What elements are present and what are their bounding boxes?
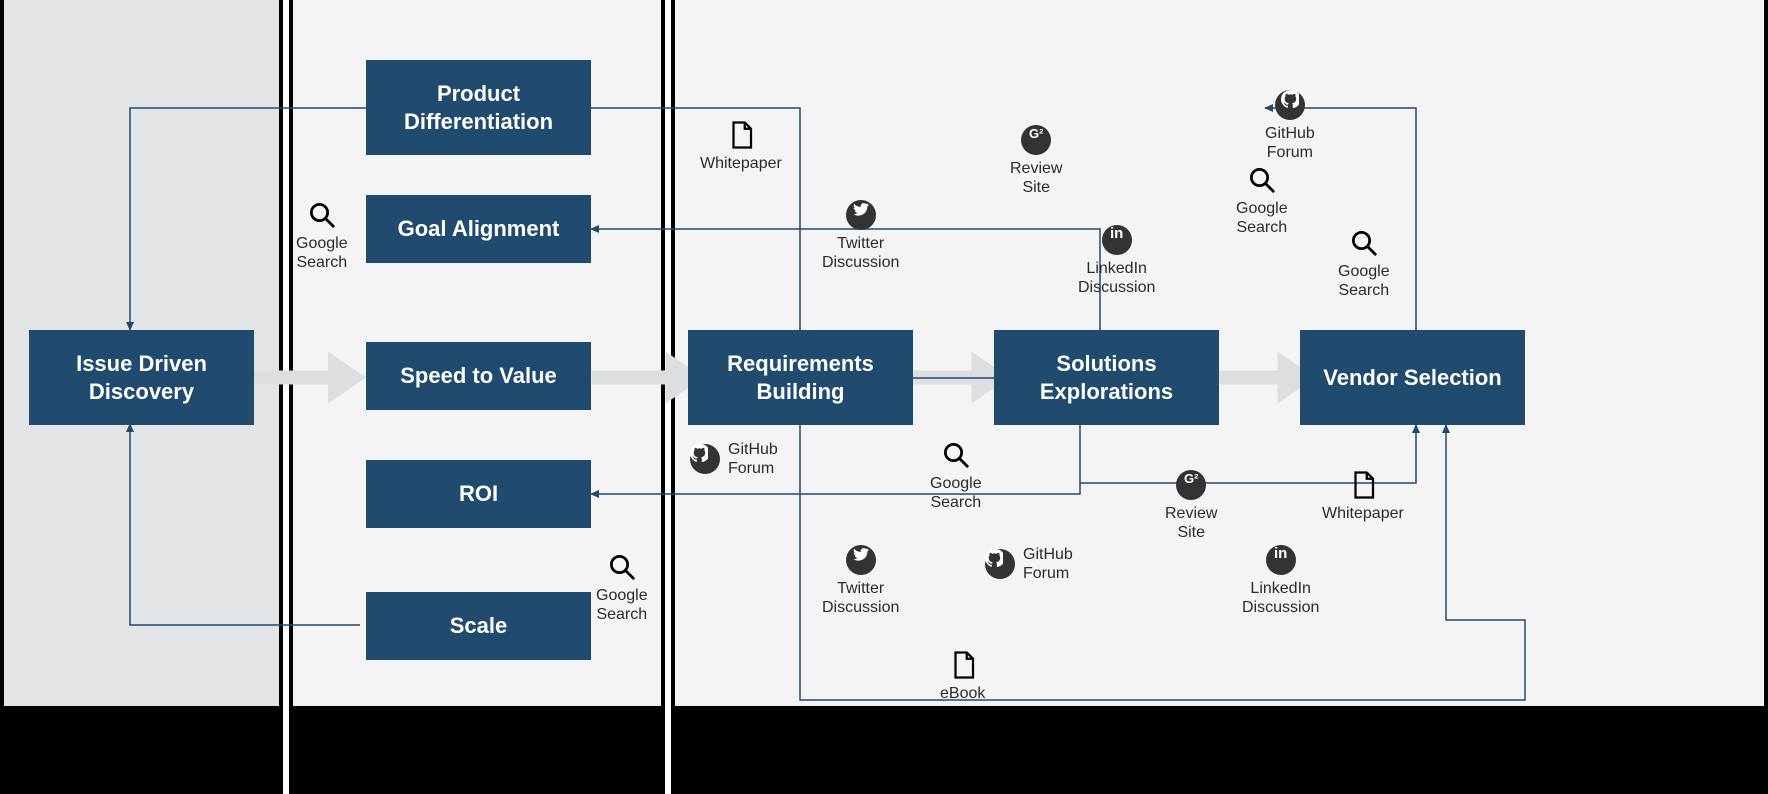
g2-icon: G² [1176,470,1206,500]
touchpoint-t-gh-3: GitHub Forum [985,545,1073,583]
search-icon [941,440,971,470]
touchpoint-t-gs-2: Google Search [596,552,648,624]
touchpoint-label: Google Search [930,474,982,512]
touchpoint-label: Whitepaper [1322,504,1404,523]
touchpoint-t-tw-2: Twitter Discussion [822,545,899,617]
search-icon [607,552,637,582]
search-icon [1349,228,1379,258]
search-icon [1247,165,1277,195]
github-icon [690,444,720,474]
node-vendor_sel: Vendor Selection [1300,330,1525,425]
touchpoint-label: GitHub Forum [1265,124,1315,162]
touchpoint-label: Google Search [1338,262,1390,300]
node-label: Product Differentiation [404,80,553,135]
node-sol_expl: Solutions Explorations [994,330,1219,425]
touchpoint-label: Google Search [296,234,348,272]
touchpoint-t-gs-4: Google Search [1338,228,1390,300]
touchpoint-label: Whitepaper [700,154,782,173]
touchpoint-t-li-1: in LinkedIn Discussion [1078,225,1155,297]
node-label: Solutions Explorations [1040,350,1173,405]
node-label: Vendor Selection [1323,364,1502,392]
document-icon [1348,470,1378,500]
touchpoint-t-li-2: in LinkedIn Discussion [1242,545,1319,617]
document-icon [726,120,756,150]
touchpoint-t-eb: eBook [940,650,985,703]
node-label: ROI [459,480,498,508]
touchpoint-label: eBook [940,684,985,703]
twitter-icon [846,200,876,230]
node-product_diff: Product Differentiation [366,60,591,155]
node-label: Requirements Building [727,350,874,405]
node-issue_driven: Issue Driven Discovery [29,330,254,425]
node-goal_align: Goal Alignment [366,195,591,263]
touchpoint-t-gs-5: Google Search [930,440,982,512]
node-req_build: Requirements Building [688,330,913,425]
twitter-icon [846,545,876,575]
touchpoint-t-gh-1: GitHub Forum [1265,90,1315,162]
node-label: Goal Alignment [398,215,560,243]
node-label: Issue Driven Discovery [76,350,207,405]
touchpoint-t-wp-1: Whitepaper [700,120,782,173]
touchpoint-label: LinkedIn Discussion [1078,259,1155,297]
document-icon [948,650,978,680]
touchpoint-label: Review Site [1010,159,1062,197]
touchpoint-t-gs-3: Google Search [1236,165,1288,237]
touchpoint-label: LinkedIn Discussion [1242,579,1319,617]
linkedin-icon: in [1266,545,1296,575]
touchpoint-label: Google Search [596,586,648,624]
github-icon [1275,90,1305,120]
touchpoint-label: GitHub Forum [728,440,778,478]
node-roi: ROI [366,460,591,528]
touchpoint-label: Google Search [1236,199,1288,237]
touchpoint-label: Twitter Discussion [822,579,899,617]
linkedin-icon: in [1102,225,1132,255]
touchpoint-label: GitHub Forum [1023,545,1073,583]
touchpoint-t-tw-1: Twitter Discussion [822,200,899,272]
node-scale: Scale [366,592,591,660]
github-icon [985,549,1015,579]
diagram-canvas: Issue Driven Discovery Product Differenti… [0,0,1768,794]
touchpoint-label: Review Site [1165,504,1217,542]
touchpoint-t-g2-1: G² Review Site [1010,125,1062,197]
touchpoint-t-g2-2: G² Review Site [1165,470,1217,542]
node-label: Speed to Value [400,362,557,390]
touchpoint-t-gh-2: GitHub Forum [690,440,778,478]
g2-icon: G² [1021,125,1051,155]
touchpoint-t-gs-1: Google Search [296,200,348,272]
touchpoint-label: Twitter Discussion [822,234,899,272]
touchpoint-t-wp-2: Whitepaper [1322,470,1404,523]
node-speed_value: Speed to Value [366,342,591,410]
search-icon [307,200,337,230]
node-label: Scale [450,612,508,640]
